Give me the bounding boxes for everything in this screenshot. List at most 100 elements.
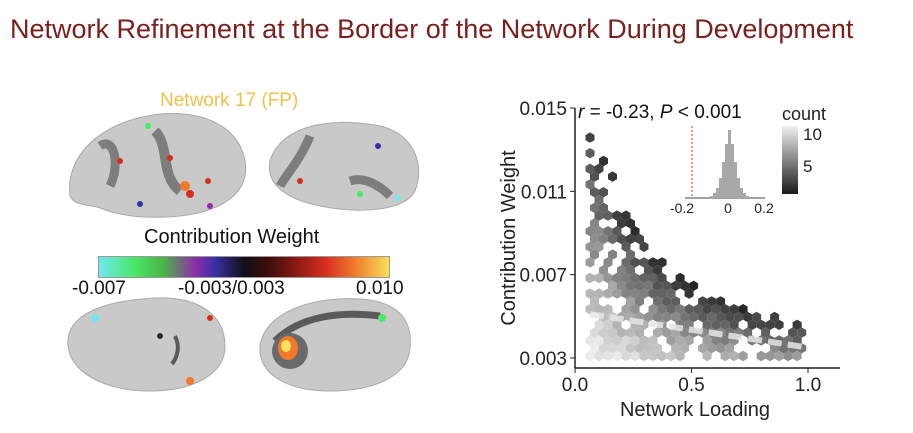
annotation-p: P xyxy=(660,102,673,123)
hexbin-cell xyxy=(621,335,631,346)
hexbin-cell xyxy=(585,179,595,190)
hexbin-cell xyxy=(675,272,685,284)
annotation-r-value: = -0.23, xyxy=(584,102,660,123)
x-tick-label: 0.5 xyxy=(678,375,704,396)
hexbin-cell xyxy=(644,265,653,276)
hexbin-cell xyxy=(738,350,748,362)
hexbin-cell xyxy=(590,233,599,245)
hexbin-cell xyxy=(621,350,631,362)
legend-colorbar xyxy=(782,126,798,194)
inset-tick-zero: 0 xyxy=(724,200,732,216)
y-ticks: 0.003 0.007 0.011 0.015 xyxy=(519,99,575,370)
hexbin-cell xyxy=(599,233,608,245)
hexbin-cell xyxy=(716,296,726,307)
hexbin-cell xyxy=(603,335,613,346)
hexbin-cell xyxy=(729,350,739,362)
hexbin-cell xyxy=(617,327,626,338)
hexbin-cell xyxy=(680,343,690,354)
legend-tick-5: 5 xyxy=(803,157,812,176)
hexbin-cell xyxy=(621,257,631,268)
x-axis-label: Network Loading xyxy=(620,399,770,421)
hexbin-cell xyxy=(608,233,617,245)
hexbin-cell xyxy=(626,218,635,229)
hexbin-cell xyxy=(675,335,685,346)
hexbin-cell xyxy=(599,327,608,338)
hexbin-cell xyxy=(716,311,726,323)
y-axis-label: Contribution Weight xyxy=(498,150,520,326)
hexbin-cell xyxy=(653,343,663,354)
brain-figure-panel: Network 17 (FP) xyxy=(60,86,440,426)
hexbin-cell xyxy=(698,343,708,354)
hexbin-cell xyxy=(599,155,608,167)
hexbin-cell xyxy=(594,241,604,252)
hexbin-cell xyxy=(644,343,653,354)
hexbin-cell xyxy=(594,194,604,206)
y-tick-label: 0.003 xyxy=(519,349,567,370)
inset-bar xyxy=(731,144,734,198)
hexbin-cell xyxy=(599,265,608,276)
hexbin-cell xyxy=(603,226,613,237)
hexbin-cell xyxy=(585,257,595,268)
y-tick-label: 0.015 xyxy=(519,99,567,120)
hexbin-cell xyxy=(648,335,658,346)
hexbin-cell xyxy=(612,288,622,299)
hexbin-cell xyxy=(689,280,699,291)
colorbar-title: Contribution Weight xyxy=(144,226,320,248)
hexbin-cell xyxy=(635,327,644,338)
hexbin-cell xyxy=(684,304,694,315)
hexbin-cell xyxy=(585,335,595,346)
hexbin-cell xyxy=(657,304,667,315)
hexbin-cell xyxy=(720,335,730,346)
hexbin-cell xyxy=(612,335,622,346)
hexbin-cell xyxy=(617,233,626,245)
hexbin-cell xyxy=(585,288,595,299)
brain-medial-left-icon xyxy=(67,297,226,392)
hexbin-cell xyxy=(621,210,631,221)
brain-lateral-left-icon xyxy=(69,113,247,218)
legend-title: count xyxy=(782,104,826,124)
hexbin-cell xyxy=(626,280,635,291)
hexbin-cell xyxy=(725,311,735,323)
hexbin-cell xyxy=(621,304,631,315)
hexbin-cells xyxy=(585,132,807,362)
hexbin-cell xyxy=(644,280,653,291)
hexbin-cell xyxy=(612,210,622,221)
hexbin-cell xyxy=(653,327,663,338)
hexbin-cell xyxy=(653,265,663,276)
hexbin-cell xyxy=(698,296,708,307)
hexbin-cell xyxy=(729,319,739,330)
hexbin-cell xyxy=(590,202,599,213)
hexbin-cell xyxy=(594,319,604,330)
hexbin-cell xyxy=(626,249,635,260)
hexbin-cell xyxy=(770,311,780,323)
hexbin-cell xyxy=(707,343,717,354)
network-label: Network 17 (FP) xyxy=(160,90,299,111)
hexbin-cell xyxy=(648,257,658,268)
hexbin-cell xyxy=(675,304,685,315)
hexbin-cell xyxy=(648,272,658,284)
hexbin-cell xyxy=(729,304,739,315)
hexbin-cell xyxy=(612,272,622,284)
hexbin-cell xyxy=(594,272,604,284)
hexbin-cell xyxy=(603,304,613,315)
inset-bar xyxy=(716,188,719,198)
hexbin-cell xyxy=(639,272,649,284)
inset-bar xyxy=(719,178,722,198)
colorbar-tick-max: 0.010 xyxy=(356,278,404,299)
hexbin-cell xyxy=(630,226,640,237)
hexbin-cell xyxy=(594,288,604,299)
chart-svg: 0.003 0.007 0.011 0.015 0.0 0.5 1.0 Contribut… xyxy=(498,99,840,421)
hexbin-cell xyxy=(792,350,802,362)
hexbin-cell xyxy=(720,350,730,362)
hexbin-cell xyxy=(617,265,626,276)
hexbin-cell xyxy=(698,311,708,323)
hexbin-cell xyxy=(626,233,635,245)
slide-title: Network Refinement at the Border of the … xyxy=(10,14,854,44)
hexbin-cell xyxy=(707,311,717,323)
hexbin-cell xyxy=(752,311,762,323)
hexbin-cell xyxy=(630,288,640,299)
hexbin-cell xyxy=(630,335,640,346)
hexbin-cell xyxy=(675,350,685,362)
hexbin-cell xyxy=(621,272,631,284)
hexbin-cell xyxy=(630,257,640,268)
